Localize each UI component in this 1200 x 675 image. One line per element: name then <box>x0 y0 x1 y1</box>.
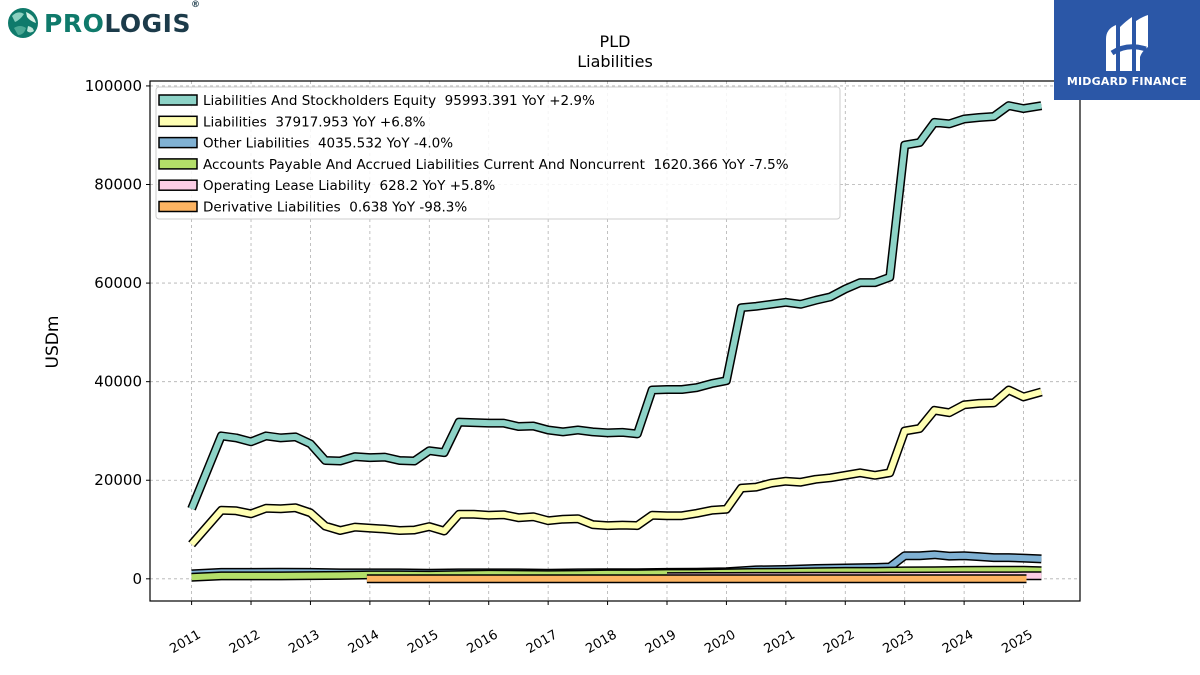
series-1 <box>188 385 1043 548</box>
x-tick-label: 2017 <box>524 627 560 657</box>
x-tick-label: 2013 <box>286 627 322 657</box>
series-3 <box>191 565 1042 582</box>
x-tick-label: 2011 <box>167 627 203 657</box>
y-tick-label: 60000 <box>94 274 142 292</box>
y-tick-label: 40000 <box>94 373 142 391</box>
y-axis-label: USDm <box>43 316 63 369</box>
x-tick-label: 2019 <box>643 627 679 657</box>
x-tick-label: 2021 <box>762 627 798 657</box>
x-tick-label: 2020 <box>702 627 738 657</box>
y-tick-label: 20000 <box>94 471 142 489</box>
x-tick-label: 2012 <box>227 627 263 657</box>
legend-swatch <box>158 94 198 106</box>
series-line <box>191 567 1042 581</box>
legend-swatch <box>158 158 198 170</box>
legend-label: Other Liabilities 4035.532 YoY -4.0% <box>203 136 453 152</box>
chart-subtitle: Liabilities <box>577 52 653 71</box>
legend: Liabilities And Stockholders Equity 9599… <box>155 86 841 220</box>
brand-logis: LOGIS <box>104 8 191 38</box>
x-tick-label: 2016 <box>465 627 501 657</box>
midgard-finance-name: MIDGARD FINANCE <box>1066 74 1188 88</box>
prologis-wordmark: PROLOGIS® <box>44 0 200 38</box>
plot-area-frame <box>149 80 1081 602</box>
x-tick-label: 2018 <box>583 627 619 657</box>
registered-mark: ® <box>190 0 201 10</box>
legend-label: Derivative Liabilities 0.638 YoY -98.3% <box>203 200 467 216</box>
chart-title: PLD <box>600 32 631 51</box>
x-tick-label: 2024 <box>940 627 976 657</box>
legend-swatch <box>158 179 198 191</box>
series-lines <box>187 101 1043 584</box>
midgard-emblem-icon <box>1106 14 1148 71</box>
prologis-logo: PROLOGIS® <box>6 0 200 40</box>
globe-icon <box>8 8 38 38</box>
x-tick-label: 2014 <box>346 627 382 657</box>
y-tick-label: 100000 <box>85 77 142 95</box>
legend-swatch <box>158 200 198 213</box>
y-tick-label: 80000 <box>94 176 142 194</box>
legend-box <box>155 86 841 220</box>
x-tick-label: 2023 <box>881 627 917 657</box>
brand-pro: PRO <box>44 8 105 38</box>
series-line <box>188 102 1042 510</box>
series-line <box>189 387 1043 547</box>
x-tick-label: 2022 <box>821 627 857 657</box>
legend-swatch <box>158 136 198 149</box>
legend-label: Accounts Payable And Accrued Liabilities… <box>203 157 789 173</box>
legend-swatch <box>158 115 198 128</box>
x-tick-label: 2015 <box>405 627 441 657</box>
series-0 <box>187 101 1043 511</box>
midgard-finance-logo: MIDGARD FINANCE <box>1054 0 1200 100</box>
legend-label: Liabilities 37917.953 YoY +6.8% <box>203 114 426 130</box>
legend-label: Liabilities And Stockholders Equity 9599… <box>203 93 595 109</box>
y-tick-label: 0 <box>132 570 142 588</box>
x-tick-label: 2025 <box>999 627 1035 657</box>
legend-label: Operating Lease Liability 628.2 YoY +5.8… <box>203 178 495 194</box>
